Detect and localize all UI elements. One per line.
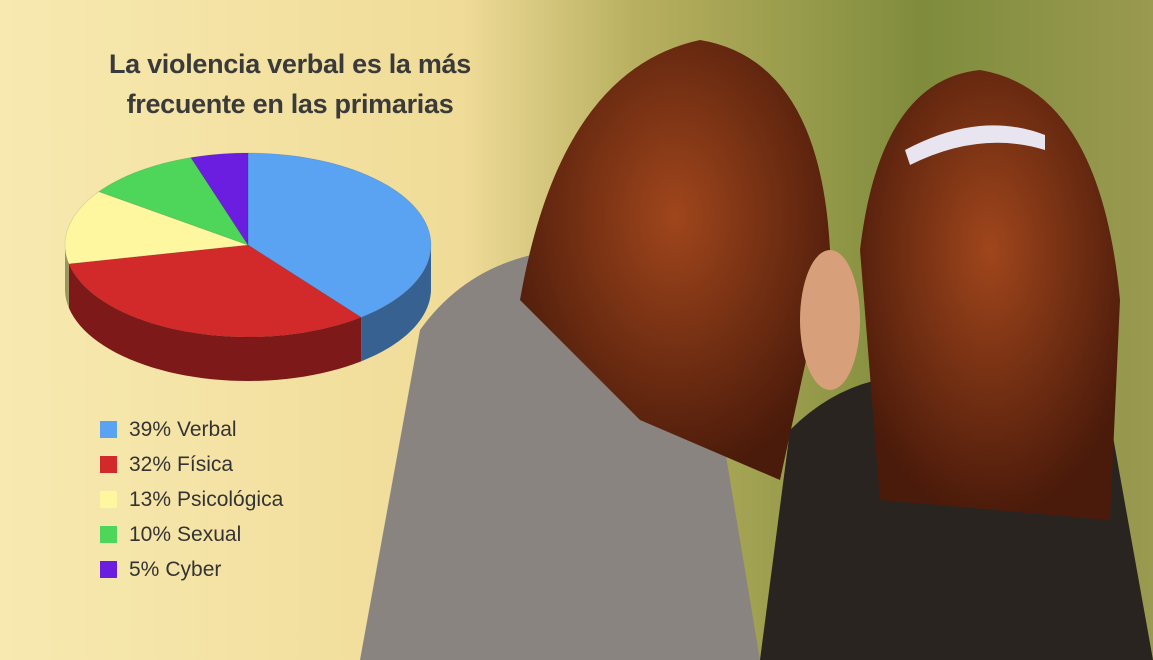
legend-label: Física bbox=[177, 453, 233, 477]
infographic: La violencia verbal es la más frecuente … bbox=[0, 0, 1153, 660]
legend-swatch bbox=[100, 526, 117, 543]
value-label: 13% bbox=[129, 488, 171, 512]
legend-label: Psicológica bbox=[177, 488, 283, 512]
legend-entry: 39%Verbal bbox=[100, 412, 283, 447]
legend-entry: 13%Psicológica bbox=[100, 482, 283, 517]
legend-entry: 10%Sexual bbox=[100, 517, 283, 552]
legend-swatch bbox=[100, 456, 117, 473]
legend-label: Sexual bbox=[177, 523, 241, 547]
value-label: 10% bbox=[129, 523, 171, 547]
legend-swatch bbox=[100, 561, 117, 578]
pie-chart bbox=[0, 0, 600, 420]
value-label: 5% bbox=[129, 558, 159, 582]
value-label: 39% bbox=[129, 418, 171, 442]
value-label: 32% bbox=[129, 453, 171, 477]
legend-entry: 32%Física bbox=[100, 447, 283, 482]
legend-swatch bbox=[100, 421, 117, 438]
legend-label: Verbal bbox=[177, 418, 237, 442]
legend-swatch bbox=[100, 491, 117, 508]
legend-entry: 5%Cyber bbox=[100, 552, 283, 587]
legend-label: Cyber bbox=[165, 558, 221, 582]
